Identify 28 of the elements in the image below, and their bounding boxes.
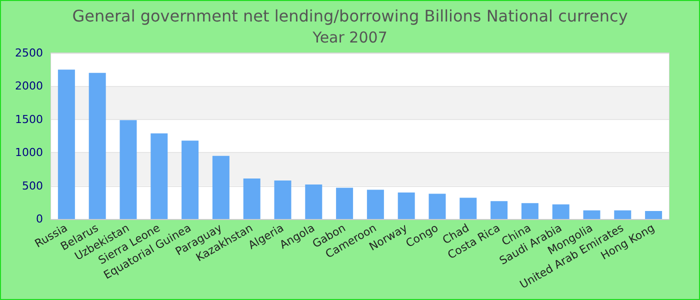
bar: [645, 211, 662, 219]
bar: [583, 210, 600, 219]
y-tick-label: 0: [36, 212, 43, 226]
bar: [274, 180, 292, 219]
bar: [614, 210, 632, 219]
bar: [366, 190, 384, 219]
bar: [460, 198, 477, 219]
y-tick-label: 1000: [15, 146, 43, 160]
bar: [552, 204, 570, 219]
y-tick-label: 2500: [15, 46, 43, 60]
chart-subtitle: Year 2007: [312, 28, 388, 46]
bar: [120, 120, 137, 219]
bar: [428, 194, 446, 219]
bar: [88, 72, 106, 219]
bar: [212, 156, 230, 219]
bar: [58, 70, 75, 219]
chart-title: General government net lending/borrowing Billions National currency: [72, 6, 628, 26]
bar: [150, 133, 168, 219]
y-tick-label: 500: [22, 179, 43, 192]
bar: [243, 178, 260, 219]
y-tick-label: 2000: [15, 80, 43, 93]
bar: [336, 188, 354, 219]
y-tick-label: 1500: [15, 112, 43, 126]
bar: [521, 203, 538, 219]
bar: [398, 192, 415, 219]
bar: [182, 140, 199, 219]
bar: [490, 201, 508, 219]
bar: [305, 184, 322, 219]
